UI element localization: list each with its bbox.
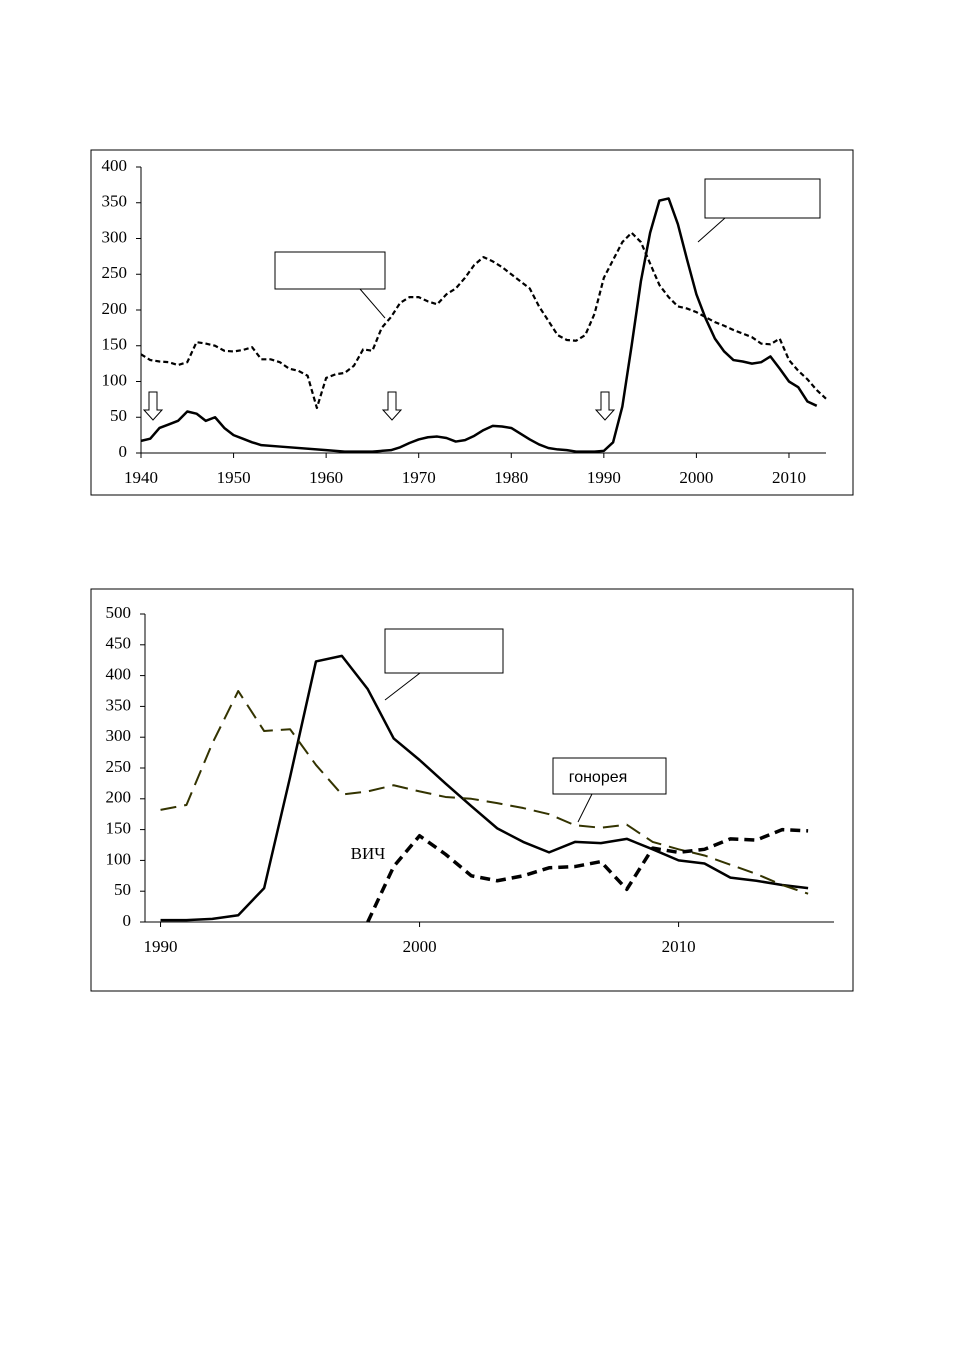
y-tick-label: 350 bbox=[102, 192, 128, 211]
x-tick-label: 1940 bbox=[124, 468, 158, 487]
x-tick-label: 2010 bbox=[772, 468, 806, 487]
callout-box bbox=[552, 757, 667, 795]
y-tick-label: 0 bbox=[123, 911, 132, 930]
callout-box bbox=[384, 628, 504, 674]
callout-box bbox=[274, 251, 386, 290]
y-tick-label: 50 bbox=[110, 406, 127, 425]
series-line bbox=[366, 827, 809, 923]
callout-line bbox=[577, 793, 593, 823]
callout-line bbox=[359, 288, 386, 319]
series-line bbox=[160, 690, 809, 895]
arrows bbox=[142, 391, 616, 421]
y-tick-label: 350 bbox=[106, 695, 132, 714]
chart-frame bbox=[90, 149, 854, 496]
x-tick-label: 1990 bbox=[144, 937, 178, 956]
series-label: ВИЧ bbox=[351, 844, 386, 863]
series-line bbox=[160, 654, 809, 922]
y-tick-label: 200 bbox=[106, 788, 132, 807]
y-tick-label: 0 bbox=[119, 442, 128, 461]
y-tick-label: 400 bbox=[102, 156, 128, 175]
x-tick-label: 1950 bbox=[217, 468, 251, 487]
series-line bbox=[140, 197, 818, 453]
y-tick-label: 50 bbox=[114, 880, 131, 899]
y-tick-label: 400 bbox=[106, 665, 132, 684]
x-tick-label: 2000 bbox=[679, 468, 713, 487]
callout-box bbox=[704, 178, 821, 219]
y-tick-label: 250 bbox=[106, 757, 132, 776]
x-tick-label: 1980 bbox=[494, 468, 528, 487]
y-tick-label: 100 bbox=[102, 370, 128, 389]
chart-frame bbox=[90, 588, 854, 992]
y-tick-label: 500 bbox=[106, 603, 132, 622]
y-tick-label: 150 bbox=[102, 335, 128, 354]
x-tick-label: 1990 bbox=[587, 468, 621, 487]
x-tick-label: 1960 bbox=[309, 468, 343, 487]
y-tick-label: 300 bbox=[106, 726, 132, 745]
y-tick-label: 150 bbox=[106, 819, 132, 838]
callout-line bbox=[697, 217, 726, 243]
arrow bbox=[142, 391, 164, 421]
y-tick-label: 450 bbox=[106, 634, 132, 653]
series-line bbox=[140, 231, 827, 410]
y-tick-label: 200 bbox=[102, 299, 128, 318]
arrow bbox=[381, 391, 403, 421]
series-label: гонорея bbox=[569, 769, 628, 786]
x-tick-label: 2000 bbox=[403, 937, 437, 956]
y-tick-label: 100 bbox=[106, 849, 132, 868]
arrow bbox=[594, 391, 616, 421]
y-tick-label: 300 bbox=[102, 227, 128, 246]
x-tick-label: 2010 bbox=[662, 937, 696, 956]
y-tick-label: 250 bbox=[102, 263, 128, 282]
x-tick-label: 1970 bbox=[402, 468, 436, 487]
annotation-boxes bbox=[274, 178, 821, 823]
callout-line bbox=[384, 672, 421, 701]
